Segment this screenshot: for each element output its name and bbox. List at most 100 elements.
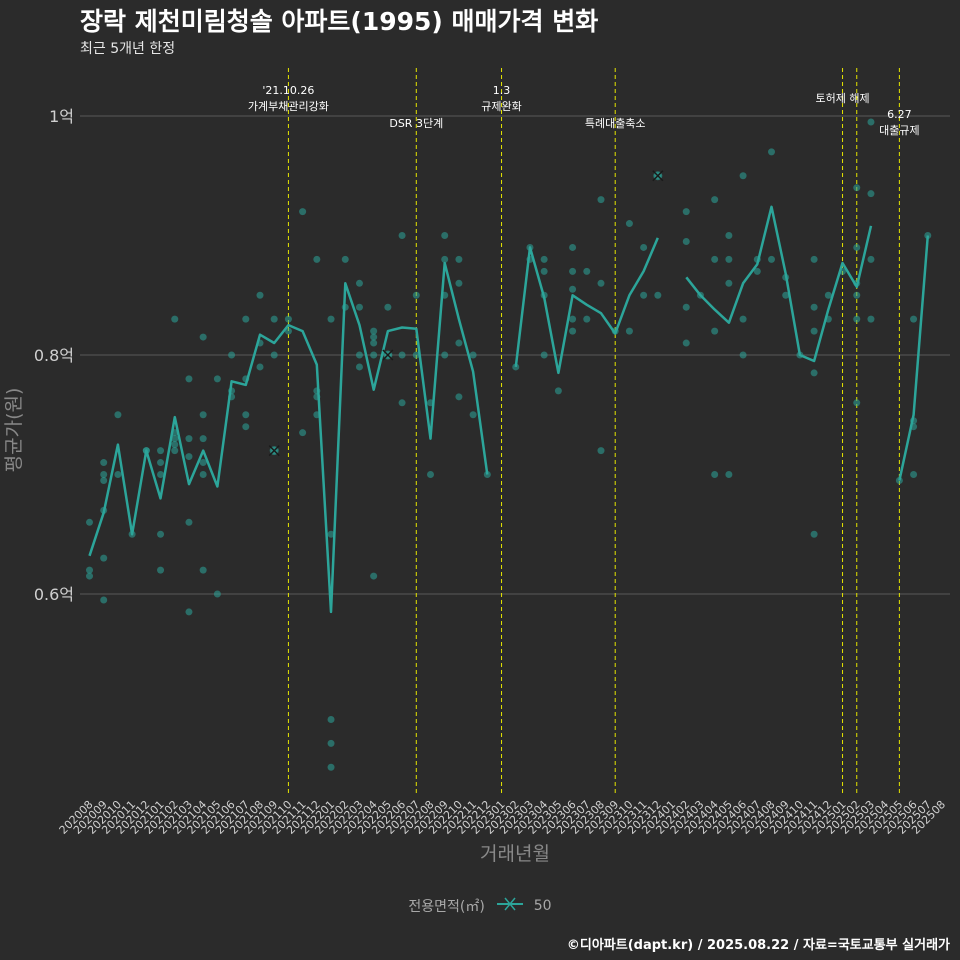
transaction-point bbox=[768, 255, 775, 263]
transaction-point bbox=[213, 590, 221, 598]
transaction-point bbox=[86, 518, 93, 526]
y-tick-labels: 0.6억 0.8억 1억 bbox=[34, 107, 74, 604]
transaction-point bbox=[242, 315, 250, 323]
transaction-point bbox=[199, 435, 207, 443]
transaction-point bbox=[157, 530, 165, 538]
transaction-point bbox=[441, 351, 449, 359]
x-tick-labels: 2020082020092020102020112020122021012021… bbox=[57, 798, 948, 837]
transaction-point bbox=[569, 285, 577, 293]
transaction-point bbox=[810, 303, 818, 311]
transaction-point bbox=[427, 471, 434, 478]
transaction-point bbox=[327, 763, 335, 771]
transaction-point bbox=[256, 363, 264, 371]
transaction-point bbox=[313, 255, 321, 263]
transaction-point bbox=[299, 208, 307, 216]
policy-label: 토허제 해제 bbox=[815, 91, 869, 105]
legend-title: 전용면적(㎡) bbox=[408, 899, 485, 915]
transaction-point bbox=[867, 190, 875, 198]
transaction-point bbox=[157, 459, 165, 467]
transaction-point bbox=[625, 220, 633, 228]
transaction-point bbox=[554, 387, 562, 395]
transaction-point bbox=[512, 363, 520, 371]
transaction-point bbox=[483, 471, 491, 478]
x-axis-label: 거래년월 bbox=[480, 843, 550, 865]
y-tick-label: 0.8억 bbox=[34, 346, 74, 365]
transaction-point bbox=[355, 279, 363, 287]
y-tick-label: 1억 bbox=[49, 107, 74, 126]
source-caption: ©디아파트(dapt.kr) / 2025.08.22 / 자료=국토교통부 실… bbox=[566, 938, 950, 953]
transaction-point bbox=[867, 118, 875, 126]
highlighted-points bbox=[268, 170, 664, 457]
transaction-point bbox=[114, 471, 122, 478]
transaction-point bbox=[171, 441, 179, 449]
policy-label: 규제완화 bbox=[481, 100, 521, 113]
transaction-point bbox=[199, 566, 207, 574]
transaction-point bbox=[640, 243, 648, 251]
transaction-point bbox=[412, 351, 420, 359]
transaction-point bbox=[157, 566, 165, 574]
transaction-point bbox=[171, 435, 179, 443]
transaction-point bbox=[654, 291, 662, 299]
transaction-point bbox=[370, 327, 378, 335]
transaction-point bbox=[256, 291, 264, 299]
transaction-point bbox=[455, 255, 463, 263]
transaction-point bbox=[370, 572, 378, 580]
transaction-point bbox=[185, 375, 193, 383]
transaction-point bbox=[910, 471, 918, 478]
transaction-point bbox=[327, 530, 335, 538]
transaction-point bbox=[853, 399, 861, 407]
transaction-point bbox=[157, 447, 165, 455]
transaction-point bbox=[682, 303, 690, 311]
transaction-point bbox=[100, 476, 108, 484]
transaction-point bbox=[270, 351, 278, 359]
transaction-point bbox=[327, 315, 335, 323]
transaction-point bbox=[583, 267, 591, 275]
transaction-point bbox=[469, 411, 477, 419]
transaction-point bbox=[583, 315, 591, 323]
legend-key-icon bbox=[497, 897, 524, 915]
transaction-point bbox=[100, 471, 108, 478]
transaction-point bbox=[753, 267, 761, 275]
transaction-point bbox=[711, 327, 719, 335]
transaction-point bbox=[199, 459, 207, 467]
transaction-point bbox=[640, 291, 648, 299]
transaction-point bbox=[682, 339, 690, 347]
transaction-point bbox=[810, 369, 818, 377]
transaction-point bbox=[284, 315, 292, 323]
transaction-point bbox=[569, 243, 577, 251]
highlight-cross bbox=[382, 349, 394, 361]
transaction-point bbox=[100, 596, 108, 604]
transaction-point bbox=[739, 172, 747, 180]
transaction-point bbox=[867, 255, 875, 263]
transaction-point bbox=[625, 327, 633, 335]
transaction-point bbox=[199, 411, 207, 419]
transaction-point bbox=[171, 447, 179, 455]
transaction-point bbox=[455, 393, 463, 401]
transaction-point bbox=[199, 333, 207, 341]
transaction-point bbox=[569, 327, 577, 335]
transaction-point bbox=[370, 351, 378, 359]
transaction-points bbox=[86, 118, 932, 771]
transaction-point bbox=[327, 739, 335, 747]
transaction-point bbox=[540, 255, 548, 263]
grid-layer bbox=[80, 115, 950, 595]
avg-price-path bbox=[88, 205, 930, 614]
transaction-point bbox=[711, 255, 719, 263]
transaction-point bbox=[739, 351, 747, 359]
transaction-point bbox=[441, 255, 449, 263]
policy-label: 1.3 bbox=[493, 84, 511, 97]
policy-label: 가계부채관리강화 bbox=[248, 100, 329, 113]
transaction-point bbox=[682, 208, 690, 216]
policy-label: '21.10.26 bbox=[262, 84, 314, 97]
transaction-point bbox=[867, 315, 875, 323]
transaction-point bbox=[455, 279, 463, 287]
transaction-point bbox=[398, 351, 406, 359]
transaction-point bbox=[810, 530, 818, 538]
transaction-point bbox=[725, 279, 733, 287]
transaction-point bbox=[711, 471, 719, 478]
transaction-point bbox=[597, 447, 605, 455]
transaction-point bbox=[540, 267, 548, 275]
transaction-point bbox=[384, 303, 392, 311]
transaction-point bbox=[810, 327, 818, 335]
